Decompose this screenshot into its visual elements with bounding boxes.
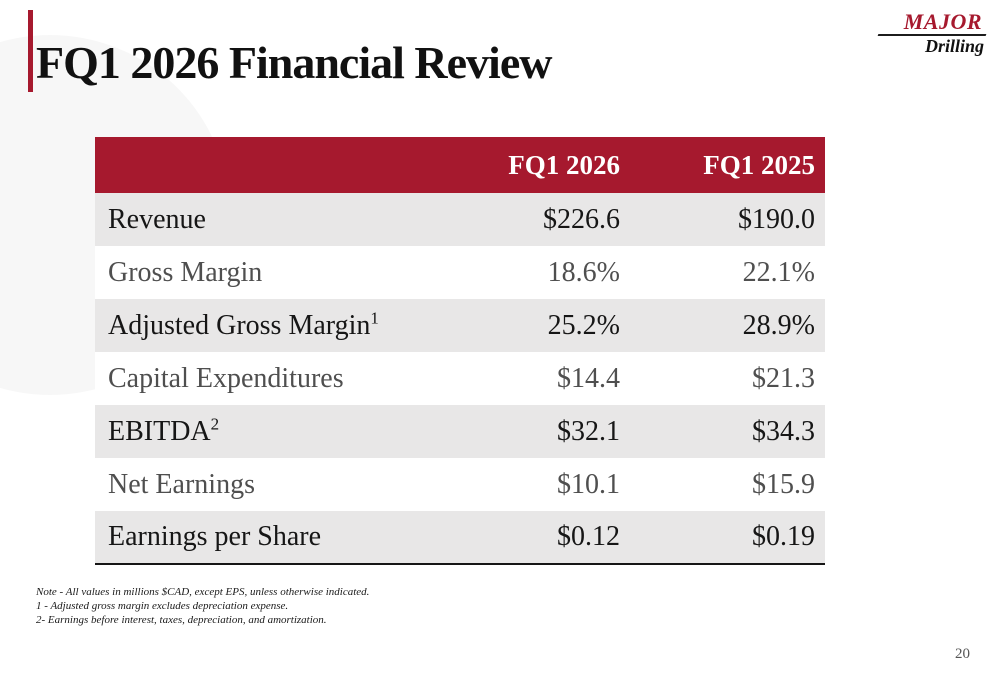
footnote-1: 1 - Adjusted gross margin excludes depre… xyxy=(36,600,289,612)
row-label: EBITDA2 xyxy=(95,405,475,458)
row-label-text: Adjusted Gross Margin xyxy=(108,309,371,341)
company-logo: MAJOR Drilling xyxy=(866,9,987,57)
slide-title: FQ1 2026 Financial Review xyxy=(36,37,552,88)
footnote-note: Note - All values in millions $CAD, exce… xyxy=(36,586,370,598)
logo-major-text: MAJOR xyxy=(903,9,982,34)
row-label-text: Capital Expenditures xyxy=(108,362,344,394)
table-row-earnings-per-share: Earnings per Share $0.12 $0.19 xyxy=(95,511,825,564)
financial-table: FQ1 2026 FQ1 2025 Revenue $226.6 $190.0 … xyxy=(95,137,825,565)
footnote-2: 2- Earnings before interest, taxes, depr… xyxy=(36,614,327,626)
row-label: Gross Margin xyxy=(95,246,475,299)
row-label: Capital Expenditures xyxy=(95,352,475,405)
table-row-gross-margin: Gross Margin 18.6% 22.1% xyxy=(95,246,825,299)
row-label-text: Gross Margin xyxy=(108,256,263,288)
table-row-ebitda: EBITDA2 $32.1 $34.3 xyxy=(95,405,825,458)
row-label: Net Earnings xyxy=(95,458,475,511)
value-fq1-2026: $10.1 xyxy=(475,458,650,511)
row-label-text: EBITDA xyxy=(108,415,211,447)
value-fq1-2026: $32.1 xyxy=(475,405,650,458)
table-row-adjusted-gross-margin: Adjusted Gross Margin1 25.2% 28.9% xyxy=(95,299,825,352)
page-number: 20 xyxy=(955,646,970,662)
row-label-text: Revenue xyxy=(108,203,206,235)
value-fq1-2026: $226.6 xyxy=(475,193,650,246)
value-fq1-2026: $0.12 xyxy=(475,511,650,564)
header-empty-cell xyxy=(95,137,475,193)
row-label-text: Earnings per Share xyxy=(108,521,322,552)
row-label: Revenue xyxy=(95,193,475,246)
footnotes-block: Note - All values in millions $CAD, exce… xyxy=(36,585,369,627)
row-label-footnote-ref: 2 xyxy=(210,414,220,434)
value-fq1-2025: 22.1% xyxy=(650,246,825,299)
header-col-fq1-2026: FQ1 2026 xyxy=(475,137,650,193)
row-label-text: Net Earnings xyxy=(108,468,255,500)
title-accent-bar xyxy=(28,10,33,92)
table-row-net-earnings: Net Earnings $10.1 $15.9 xyxy=(95,458,825,511)
logo-drilling-text: Drilling xyxy=(924,36,984,57)
row-label-footnote-ref: 1 xyxy=(370,308,379,328)
value-fq1-2026: 25.2% xyxy=(475,299,650,352)
logo-underline-swoosh xyxy=(877,34,987,37)
value-fq1-2025: $34.3 xyxy=(650,405,825,458)
table-header-row: FQ1 2026 FQ1 2025 xyxy=(95,137,825,193)
value-fq1-2026: $14.4 xyxy=(475,352,650,405)
value-fq1-2025: $21.3 xyxy=(650,352,825,405)
header-col-fq1-2025: FQ1 2025 xyxy=(650,137,825,193)
table-row-revenue: Revenue $226.6 $190.0 xyxy=(95,193,825,246)
value-fq1-2025: $0.19 xyxy=(650,511,825,564)
value-fq1-2025: $15.9 xyxy=(650,458,825,511)
row-label: Earnings per Share xyxy=(95,511,475,564)
row-label: Adjusted Gross Margin1 xyxy=(95,299,475,352)
value-fq1-2025: 28.9% xyxy=(650,299,825,352)
table-row-capital-expenditures: Capital Expenditures $14.4 $21.3 xyxy=(95,352,825,405)
value-fq1-2025: $190.0 xyxy=(650,193,825,246)
value-fq1-2026: 18.6% xyxy=(475,246,650,299)
